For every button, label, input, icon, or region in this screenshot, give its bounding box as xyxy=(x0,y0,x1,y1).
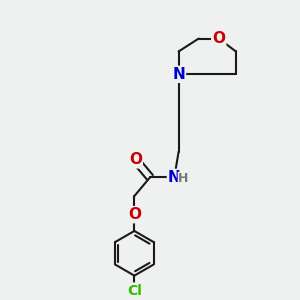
Text: N: N xyxy=(168,170,181,185)
Text: Cl: Cl xyxy=(127,284,142,298)
Text: O: O xyxy=(129,152,142,167)
Text: N: N xyxy=(172,67,185,82)
Text: H: H xyxy=(178,172,189,185)
Text: O: O xyxy=(128,207,141,222)
Text: O: O xyxy=(212,31,225,46)
